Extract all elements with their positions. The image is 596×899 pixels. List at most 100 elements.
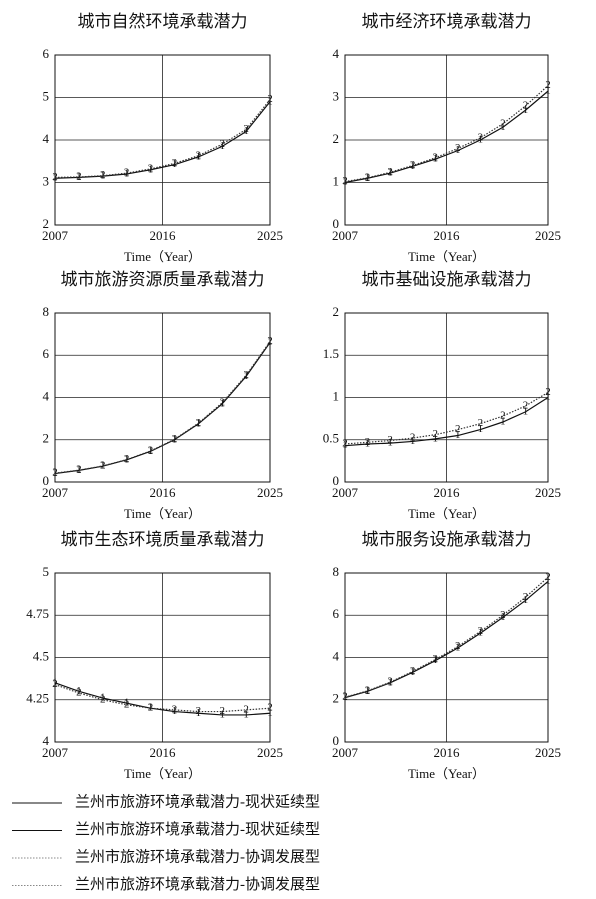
- point-marker: 1: [478, 627, 484, 639]
- chart-title: 城市自然环境承载潜力: [78, 12, 248, 31]
- point-marker: 2: [219, 138, 225, 150]
- point-marker: 2: [219, 396, 225, 408]
- point-marker: 2: [342, 175, 348, 187]
- point-marker: 2: [148, 702, 154, 714]
- y-tick-label: 4: [43, 131, 50, 146]
- point-marker: 2: [148, 162, 154, 174]
- chart-title: 城市经济环境承载潜力: [362, 12, 532, 31]
- point-marker: 2: [172, 157, 178, 169]
- y-tick-label: 4: [43, 388, 50, 403]
- point-marker: 1: [52, 172, 58, 184]
- y-tick-label: 5: [43, 564, 50, 579]
- legend-label: 兰州市旅游环境承载潜力-协调发展型: [75, 875, 320, 893]
- x-tick-label: 2007: [42, 228, 69, 243]
- point-marker: 2: [124, 167, 130, 179]
- x-tick-label: 2007: [332, 485, 359, 500]
- series-line: [344, 580, 549, 699]
- x-tick-label: 2016: [150, 745, 177, 760]
- point-marker: 2: [478, 417, 484, 429]
- point-marker: 2: [545, 79, 551, 91]
- point-marker: 2: [124, 698, 130, 710]
- point-marker: 2: [410, 665, 416, 677]
- point-marker: 2: [523, 399, 529, 411]
- chart-title: 城市基础设施承载潜力: [362, 270, 532, 289]
- point-marker: 1: [267, 707, 273, 719]
- point-marker: 1: [432, 432, 438, 444]
- point-marker: 2: [478, 131, 484, 143]
- plot-frame: [344, 54, 549, 226]
- y-tick-label: 2: [333, 131, 340, 146]
- y-tick-label: 0: [333, 216, 340, 231]
- y-tick-label: 6: [43, 46, 50, 61]
- point-marker: 1: [455, 429, 461, 441]
- point-marker: 1: [172, 705, 178, 717]
- series-line: [344, 576, 549, 698]
- point-marker: 2: [172, 703, 178, 715]
- point-marker: 2: [196, 417, 202, 429]
- point-marker: 2: [342, 438, 348, 450]
- point-marker: 2: [52, 171, 58, 183]
- point-marker: 2: [387, 166, 393, 178]
- point-marker: 2: [243, 123, 249, 135]
- series-line: [54, 99, 271, 178]
- point-marker: 2: [500, 410, 506, 422]
- y-tick-label: 4: [333, 46, 340, 61]
- point-marker: 1: [365, 438, 371, 450]
- point-marker: 2: [100, 459, 106, 471]
- point-marker: 1: [432, 654, 438, 666]
- point-marker: 2: [148, 444, 154, 456]
- point-marker: 2: [500, 609, 506, 621]
- point-marker: 2: [76, 464, 82, 476]
- y-tick-label: 6: [333, 606, 340, 621]
- point-marker: 1: [219, 140, 225, 152]
- point-marker: 1: [172, 158, 178, 170]
- y-tick-label: 3: [333, 88, 340, 103]
- x-axis-label: Time（Year）: [124, 766, 201, 781]
- point-marker: 1: [455, 144, 461, 156]
- point-marker: 1: [545, 85, 551, 97]
- point-marker: 2: [52, 678, 58, 690]
- x-axis-label: Time（Year）: [408, 506, 485, 521]
- point-marker: 1: [500, 416, 506, 428]
- point-marker: 2: [387, 676, 393, 688]
- series-line: [344, 396, 549, 447]
- point-marker: 2: [387, 434, 393, 446]
- point-marker: 1: [267, 95, 273, 107]
- point-marker: 1: [478, 423, 484, 435]
- point-marker: 2: [365, 171, 371, 183]
- series-line: [54, 101, 271, 179]
- point-marker: 2: [432, 151, 438, 163]
- legend-label: 兰州市旅游环境承载潜力-现状延续型: [75, 820, 320, 838]
- x-tick-label: 2007: [332, 228, 359, 243]
- point-marker: 2: [267, 93, 273, 105]
- point-marker: 2: [52, 467, 58, 479]
- point-marker: 1: [455, 642, 461, 654]
- y-tick-label: 8: [333, 564, 340, 579]
- point-marker: 1: [365, 685, 371, 697]
- point-marker: 1: [342, 176, 348, 188]
- point-marker: 2: [478, 625, 484, 637]
- plot-frame: [344, 572, 549, 743]
- y-tick-label: 0: [333, 473, 340, 488]
- series-line: [344, 85, 549, 183]
- point-marker: 1: [478, 134, 484, 146]
- plot-frame: [54, 312, 271, 483]
- point-marker: 1: [100, 692, 106, 704]
- point-marker: 1: [432, 153, 438, 165]
- series-line: [344, 90, 549, 184]
- point-marker: 1: [76, 171, 82, 183]
- point-marker: 2: [342, 691, 348, 703]
- point-marker: 2: [455, 423, 461, 435]
- point-marker: 1: [387, 676, 393, 688]
- plot-frame: [54, 54, 271, 226]
- point-marker: 1: [410, 435, 416, 447]
- x-tick-label: 2025: [257, 228, 283, 243]
- y-tick-label: 4.5: [33, 648, 49, 663]
- point-marker: 1: [365, 172, 371, 184]
- x-tick-label: 2025: [535, 228, 561, 243]
- point-marker: 1: [76, 685, 82, 697]
- point-marker: 2: [267, 702, 273, 714]
- y-tick-label: 1.5: [323, 346, 339, 361]
